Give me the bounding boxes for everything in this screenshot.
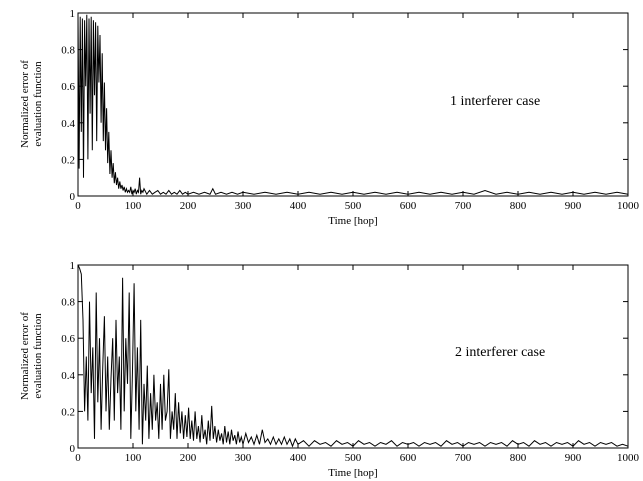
y-tick-label: 0.8 [61, 297, 75, 309]
x-tick-label: 200 [180, 200, 197, 212]
x-tick-label: 500 [345, 200, 362, 212]
x-tick-label: 200 [180, 452, 197, 464]
y-axis-label-2-line-2: evaluation function [32, 313, 44, 399]
series-line-2 [77, 264, 629, 448]
y-axis-2: 0 0.2 0.4 0.6 0.8 1 [61, 260, 628, 455]
y-tick-label: 0.4 [61, 118, 75, 130]
x-tick-label: 100 [125, 452, 142, 464]
x-tick-label: 800 [510, 452, 527, 464]
y-axis-1: 0 0.2 0.4 0.6 0.8 1 [61, 8, 628, 203]
x-tick-label: 700 [455, 452, 472, 464]
x-tick-label: 500 [345, 452, 362, 464]
y-axis-label-1-line-2: evaluation function [32, 61, 44, 147]
chart-panel-2: 0 0.2 0.4 0.6 0.8 1 0 100 200 300 400 500 600 700 800… [19, 260, 640, 479]
series-line-1 [77, 12, 629, 196]
x-axis-2: 0 100 200 300 400 500 600 700 800 900 1000 [75, 265, 640, 464]
y-tick-label: 0.8 [61, 45, 75, 57]
x-axis-1: 0 100 200 300 400 500 600 700 800 900 1000 [75, 13, 640, 212]
x-tick-label: 0 [75, 452, 81, 464]
x-tick-label: 0 [75, 200, 81, 212]
x-tick-label: 600 [400, 200, 417, 212]
x-tick-label: 1000 [617, 200, 640, 212]
x-axis-label-2: Time [hop] [328, 467, 377, 479]
x-tick-label: 300 [235, 452, 252, 464]
x-tick-label: 600 [400, 452, 417, 464]
annotation-1: 1 interferer case [450, 94, 540, 109]
x-tick-label: 900 [565, 200, 582, 212]
x-tick-label: 900 [565, 452, 582, 464]
x-tick-label: 400 [290, 452, 307, 464]
annotation-2: 2 interferer case [455, 345, 545, 360]
chart-panel-1: 0 0.2 0.4 0.6 0.8 1 0 100 200 300 400 500 600 700 800… [19, 8, 640, 227]
y-tick-label: 0.2 [61, 406, 75, 418]
y-axis-label-1-line-1: Normalized error of [19, 60, 31, 148]
y-tick-label: 1 [70, 8, 76, 20]
y-tick-label: 0 [70, 443, 76, 455]
plot-area-2 [77, 264, 629, 449]
y-tick-label: 0.6 [61, 333, 75, 345]
x-tick-label: 100 [125, 200, 142, 212]
x-tick-label: 700 [455, 200, 472, 212]
plot-area-1 [77, 12, 629, 197]
y-tick-label: 1 [70, 260, 76, 272]
x-tick-label: 400 [290, 200, 307, 212]
x-tick-label: 800 [510, 200, 527, 212]
x-tick-label: 1000 [617, 452, 640, 464]
y-tick-label: 0.6 [61, 81, 75, 93]
y-tick-label: 0.4 [61, 370, 75, 382]
x-tick-label: 300 [235, 200, 252, 212]
x-axis-label-1: Time [hop] [328, 215, 377, 227]
y-axis-label-2-line-1: Normalized error of [19, 312, 31, 400]
y-tick-label: 0 [70, 191, 76, 203]
y-tick-label: 0.2 [61, 154, 75, 166]
